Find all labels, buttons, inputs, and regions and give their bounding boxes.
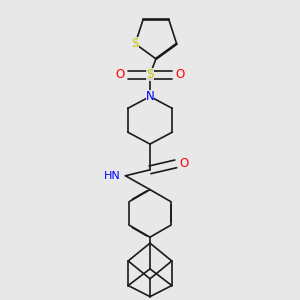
Text: S: S xyxy=(131,37,139,50)
Text: O: O xyxy=(175,68,184,81)
Text: N: N xyxy=(146,90,154,103)
Text: O: O xyxy=(116,68,125,81)
Text: HN: HN xyxy=(104,171,121,181)
Text: O: O xyxy=(180,158,189,170)
Text: S: S xyxy=(146,68,154,81)
